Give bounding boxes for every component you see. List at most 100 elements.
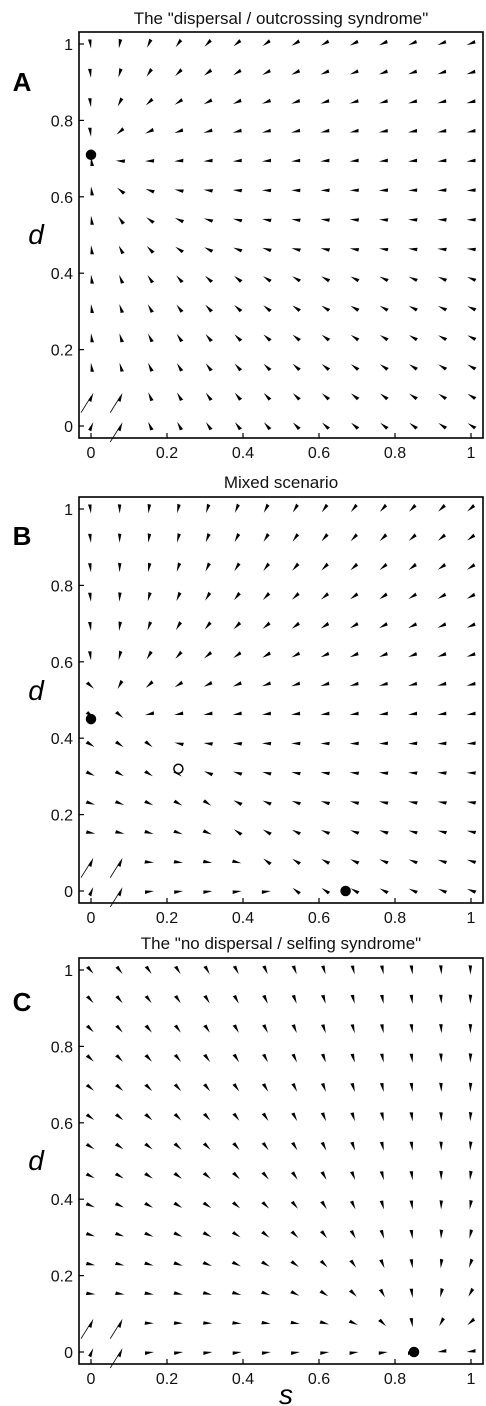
field-arrow: [173, 1231, 183, 1237]
field-arrow: [437, 1349, 447, 1353]
field-arrow: [439, 994, 443, 1004]
field-arrow: [349, 651, 359, 658]
field-arrow: [409, 1083, 414, 1092]
field-arrow: [115, 995, 123, 1004]
field-arrow: [262, 621, 271, 629]
field-arrow: [409, 1318, 413, 1328]
field-arrow: [467, 306, 477, 312]
field-arrow: [203, 1083, 211, 1092]
field-arrow: [408, 218, 418, 222]
field-arrow: [439, 1258, 444, 1269]
field-arrow: [233, 800, 243, 806]
field-arrow: [408, 99, 418, 104]
field-arrow: [439, 1317, 445, 1327]
field-arrow: [291, 1351, 301, 1355]
field-arrow: [176, 562, 182, 572]
field-arrow: [292, 422, 301, 430]
field-arrow: [437, 741, 447, 746]
field-arrow: [321, 276, 331, 283]
field-arrow: [202, 1112, 211, 1121]
field-arrow: [467, 393, 477, 400]
field-arrow: [173, 1291, 183, 1295]
field-arrow: [466, 711, 476, 716]
field-arrow: [116, 127, 125, 135]
field-arrow: [350, 592, 359, 600]
field-arrow: [437, 859, 448, 865]
plot-frame: [78, 496, 484, 904]
y-tick-label: 0.6: [51, 190, 73, 207]
field-arrow: [117, 533, 122, 543]
field-arrow: [177, 533, 181, 543]
vector-field: [80, 503, 477, 908]
field-arrow: [439, 1024, 443, 1034]
field-arrow: [466, 801, 477, 805]
field-arrow: [202, 1142, 211, 1150]
field-arrow: [437, 40, 447, 46]
field-arrow: [409, 1024, 414, 1034]
field-arrow: [174, 98, 183, 105]
field-arrow: [261, 1230, 270, 1238]
field-arrow: [350, 503, 358, 513]
field-arrow: [469, 1170, 473, 1181]
field-arrow: [177, 421, 184, 431]
field-arrow: [88, 68, 92, 78]
field-arrow: [85, 1083, 95, 1091]
field-arrow: [234, 305, 243, 313]
field-arrow: [203, 1321, 213, 1325]
field-arrow: [409, 1141, 414, 1151]
field-arrow: [379, 1229, 385, 1239]
y-tick-label: 1: [64, 963, 73, 980]
field-arrow: [90, 186, 94, 196]
field-arrow: [466, 563, 476, 570]
field-arrow: [174, 965, 181, 975]
field-arrow: [409, 1259, 414, 1269]
field-arrow: [85, 740, 95, 747]
field-arrow: [144, 1172, 153, 1179]
field-arrow: [437, 276, 448, 282]
field-arrow: [349, 188, 359, 192]
field-arrow: [467, 335, 477, 341]
field-arrow: [321, 888, 331, 895]
x-tick-label: 1: [467, 445, 476, 462]
field-arrow: [144, 1291, 154, 1295]
field-arrow: [147, 304, 154, 313]
y-tick-label: 0.4: [51, 731, 73, 748]
field-arrow: [349, 218, 360, 222]
field-arrow: [232, 128, 242, 133]
field-arrow: [85, 1261, 96, 1266]
field-arrow: [261, 1142, 269, 1151]
field-arrow: [408, 830, 418, 835]
field-arrow: [378, 741, 389, 746]
stable-equilibrium: [408, 1346, 420, 1358]
field-arrow: [262, 829, 272, 836]
x-tick-label: 0.2: [156, 910, 178, 927]
field-arrow: [88, 563, 92, 573]
field-arrow: [173, 1321, 184, 1325]
field-arrow: [144, 1142, 153, 1150]
field-arrow: [379, 335, 389, 342]
field-arrow: [203, 890, 213, 894]
field-arrow: [88, 39, 92, 49]
field-arrow: [263, 858, 272, 866]
field-arrow: [175, 38, 183, 48]
field-arrow: [468, 965, 473, 975]
field-arrow: [380, 965, 384, 975]
field-arrow: [321, 859, 331, 865]
field-arrow: [115, 711, 124, 718]
plot-frame: [78, 31, 484, 439]
field-arrow: [437, 69, 447, 75]
field-arrow: [263, 533, 270, 542]
field-arrow: [263, 276, 272, 283]
field-arrow: [349, 1230, 356, 1239]
field-arrow: [321, 592, 329, 600]
field-arrow: [261, 741, 272, 746]
field-arrow: [118, 592, 122, 602]
field-arrow: [379, 364, 389, 371]
field-arrow: [408, 247, 418, 252]
field-arrow: [349, 69, 359, 75]
field-arrow: [322, 422, 330, 430]
field-arrow: [291, 651, 300, 658]
field-arrow: [438, 503, 446, 512]
field-arrow: [145, 890, 154, 894]
y-tick-label: 1: [64, 502, 73, 519]
